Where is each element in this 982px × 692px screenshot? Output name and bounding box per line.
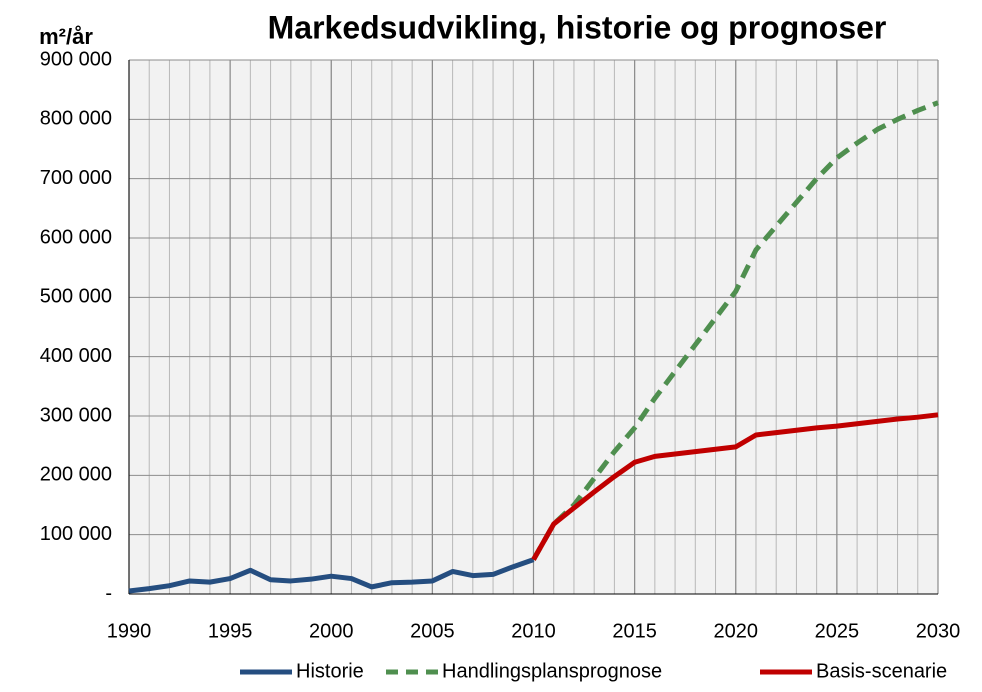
x-tick-label: 2020 <box>714 620 759 642</box>
y-tick-label: 700 000 <box>40 167 112 189</box>
x-tick-label: 2010 <box>511 620 556 642</box>
x-tick-label: 2015 <box>612 620 657 642</box>
x-tick-label: 2025 <box>815 620 860 642</box>
y-tick-label: 100 000 <box>40 523 112 545</box>
y-tick-label: 600 000 <box>40 226 112 248</box>
chart-title: Markedsudvikling, historie og prognoser <box>268 9 887 45</box>
series-line <box>128 557 535 594</box>
series-line <box>531 412 939 561</box>
x-tick-label: 2030 <box>916 620 961 642</box>
x-tick-label: 1990 <box>107 620 152 642</box>
series-line <box>531 100 939 561</box>
x-tick-label: 2000 <box>309 620 354 642</box>
y-tick-label: 300 000 <box>40 404 112 426</box>
y-tick-label: - <box>105 582 112 604</box>
y-tick-label: 400 000 <box>40 345 112 367</box>
y-tick-label: 200 000 <box>40 464 112 486</box>
x-tick-label: 1995 <box>208 620 253 642</box>
y-axis-label: m²/år <box>39 24 93 49</box>
legend-label: Handlingsplansprognose <box>442 660 662 682</box>
legend-label: Basis-scenarie <box>816 660 947 682</box>
legend-label: Historie <box>296 660 364 682</box>
y-tick-label: 500 000 <box>40 286 112 308</box>
y-tick-label: 900 000 <box>40 48 112 70</box>
x-tick-label: 2005 <box>410 620 455 642</box>
y-tick-label: 800 000 <box>40 108 112 130</box>
